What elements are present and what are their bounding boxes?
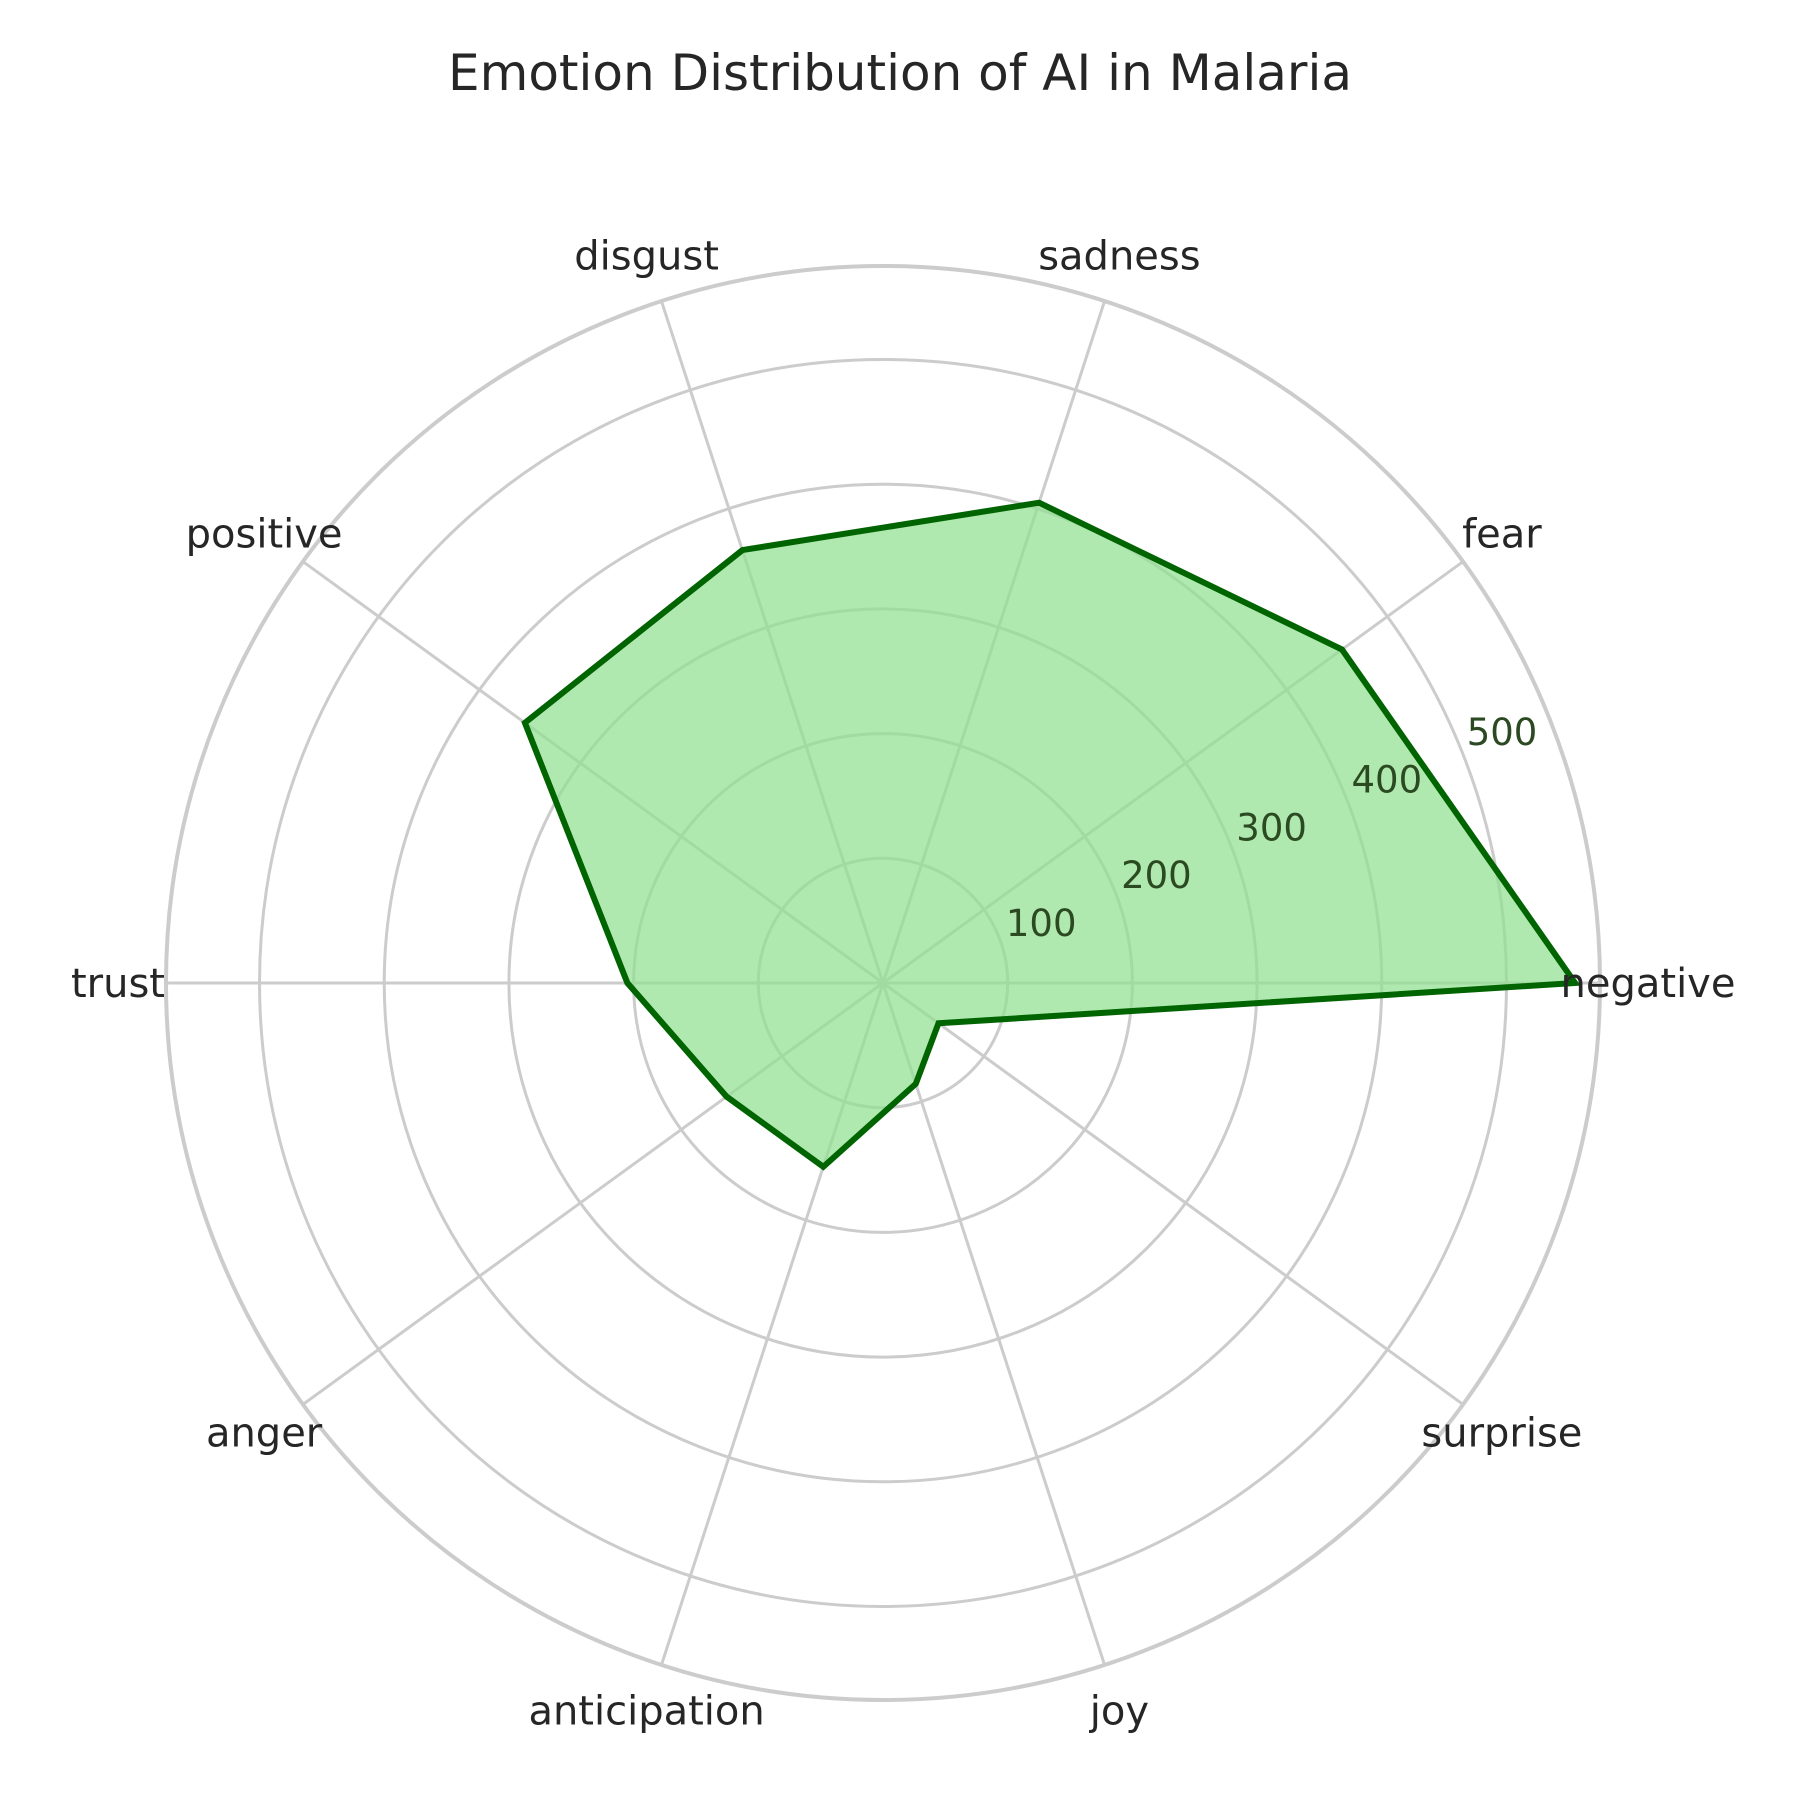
data-point — [740, 548, 745, 553]
chart-title: Emotion Distribution of AI in Malaria — [448, 44, 1352, 102]
category-label: sadness — [1038, 233, 1200, 279]
category-label: surprise — [1421, 1411, 1582, 1457]
grid-spoke — [882, 981, 1464, 1406]
data-point — [913, 1081, 918, 1086]
category-label: trust — [71, 961, 165, 1007]
category-labels: negative fear sadness disgust positive trust a… — [71, 233, 1735, 1734]
data-point — [1340, 647, 1344, 652]
category-label: disgust — [574, 233, 719, 279]
data-point — [522, 720, 527, 725]
series-polygon — [521, 499, 1581, 1171]
category-label: anger — [206, 1411, 323, 1457]
category-label: fear — [1462, 511, 1542, 557]
category-label: anticipation — [528, 1689, 764, 1735]
data-layer — [521, 499, 1581, 1171]
data-point — [724, 1094, 729, 1099]
category-label: positive — [186, 511, 343, 557]
category-label: joy — [1089, 1689, 1149, 1735]
radial-tick-label: 300 — [1236, 806, 1307, 849]
data-point — [821, 1164, 826, 1169]
radial-tick-label: 400 — [1352, 759, 1423, 802]
data-point — [936, 1021, 941, 1026]
category-label: negative — [1561, 961, 1736, 1007]
data-point — [1037, 500, 1042, 505]
grid-spoke — [881, 982, 1106, 1666]
radial-tick-label: 500 — [1467, 711, 1538, 754]
radial-tick-label: 200 — [1121, 854, 1192, 897]
data-point — [1573, 981, 1578, 985]
radial-tick-labels: 100 200 300 400 500 — [1006, 711, 1537, 945]
data-point — [625, 981, 630, 985]
radial-tick-label: 100 — [1006, 902, 1077, 945]
